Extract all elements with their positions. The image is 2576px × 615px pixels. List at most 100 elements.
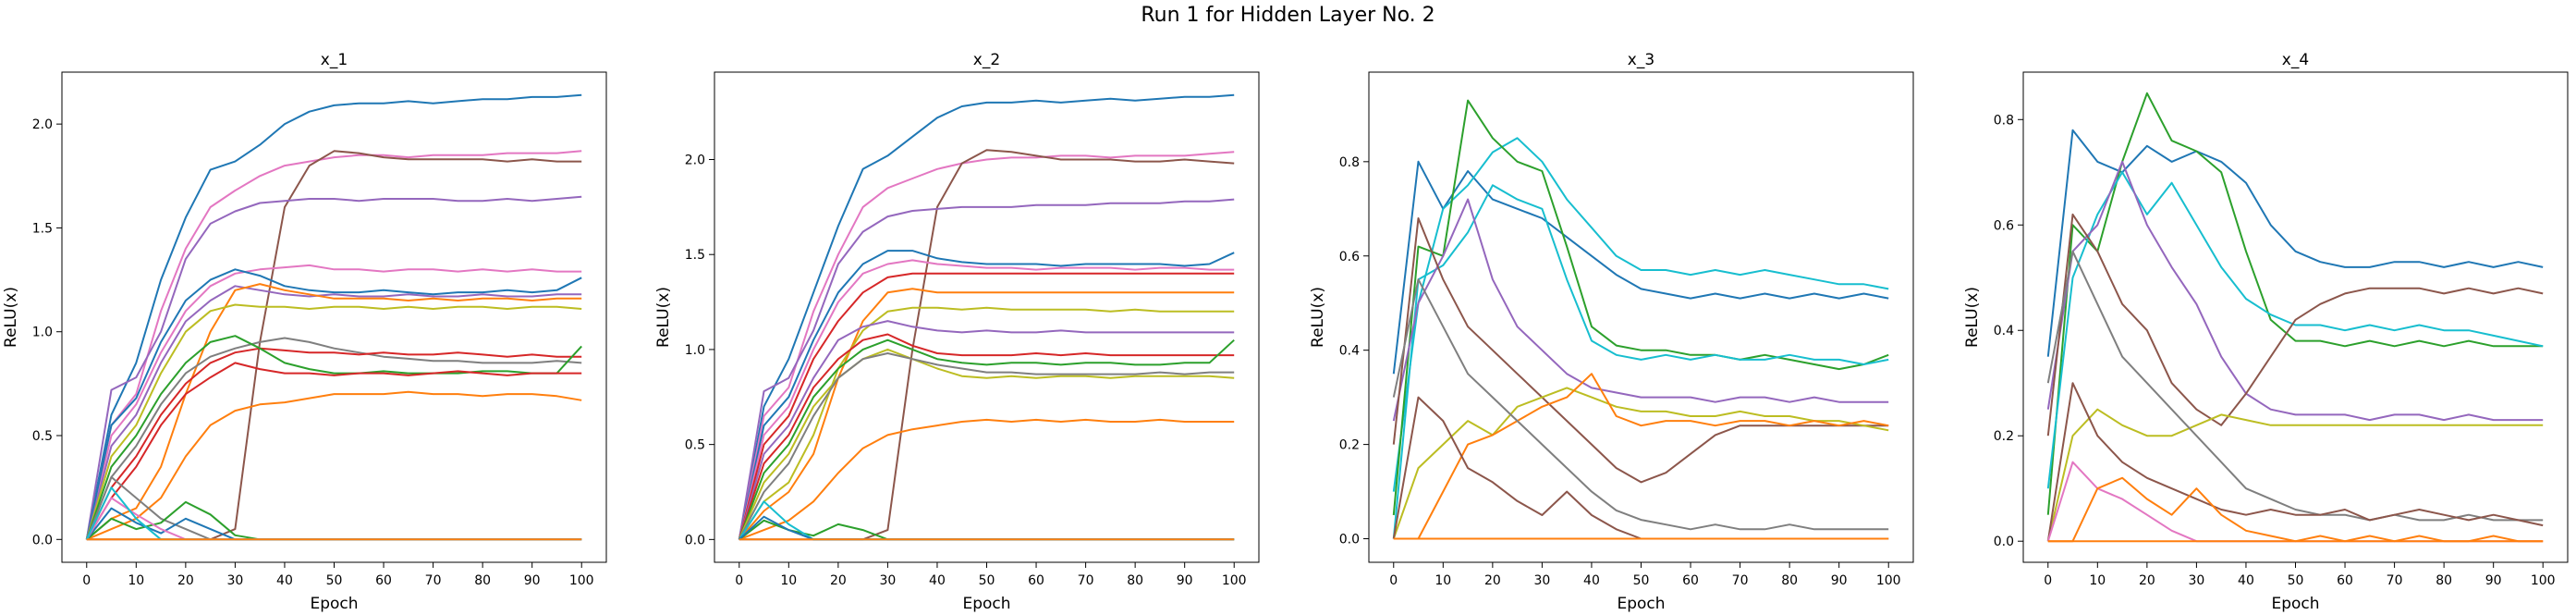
- x-tick-label: 40: [1583, 573, 1600, 588]
- x-tick-label: 40: [276, 573, 293, 588]
- series-line-7: [2046, 250, 2544, 522]
- x-tick-label: 20: [2139, 573, 2155, 588]
- series-line-8: [739, 288, 1235, 540]
- x-tick-label: 90: [524, 573, 541, 588]
- x-axis-label: Epoch: [1617, 595, 1665, 613]
- y-tick-label: 0.5: [685, 438, 705, 453]
- y-axis-label: ReLU(x): [654, 287, 673, 348]
- y-tick-label: 0.8: [1339, 155, 1360, 170]
- series-line-5: [738, 250, 1235, 540]
- y-tick-label: 0.5: [32, 429, 53, 444]
- y-tick-label: 0.0: [1339, 533, 1360, 547]
- y-tick-label: 2.0: [685, 153, 705, 167]
- y-tick-label: 1.5: [685, 248, 705, 263]
- x-tick-label: 10: [1435, 573, 1451, 588]
- x-tick-label: 80: [2436, 573, 2452, 588]
- y-tick-label: 0.2: [1339, 438, 1360, 453]
- series-line-5: [2046, 213, 2544, 437]
- series-line-9: [738, 306, 1235, 540]
- series-line-8: [2046, 382, 2544, 542]
- series-line-14: [738, 352, 1235, 540]
- series-line-3: [2046, 171, 2544, 489]
- x-tick-label: 100: [2531, 573, 2556, 588]
- x-tick-label: 0: [82, 573, 91, 588]
- series-line-3: [1392, 99, 1889, 516]
- series-group: [738, 93, 1235, 541]
- x-tick-label: 80: [1781, 573, 1798, 588]
- x-tick-label: 10: [2089, 573, 2106, 588]
- series-line-4: [2046, 160, 2544, 422]
- series-line-17: [86, 507, 582, 541]
- y-tick-label: 0.6: [1994, 218, 2014, 233]
- x-tick-label: 30: [226, 573, 243, 588]
- x-tick-label: 90: [1177, 573, 1193, 588]
- x-tick-label: 20: [830, 573, 847, 588]
- series-line-15: [85, 475, 582, 541]
- x-tick-label: 0: [1389, 573, 1398, 588]
- y-tick-label: 0.0: [1994, 535, 2014, 549]
- series-line-13: [738, 348, 1235, 540]
- x-tick-label: 60: [375, 573, 392, 588]
- series-line-8: [86, 283, 582, 541]
- series-line-1: [738, 93, 1235, 540]
- series-line-2: [738, 151, 1235, 540]
- series-line-9: [2046, 461, 2544, 543]
- series-line-6: [85, 268, 582, 540]
- series-line-2: [1392, 137, 1889, 492]
- x-tick-label: 70: [425, 573, 442, 588]
- series-group: [1392, 99, 1889, 540]
- y-axis-label: ReLU(x): [1963, 287, 1982, 348]
- y-tick-label: 0.4: [1339, 344, 1360, 359]
- x-axis-label: Epoch: [962, 595, 1010, 613]
- y-axis-label: ReLU(x): [1309, 287, 1327, 348]
- series-line-10: [1392, 396, 1889, 540]
- subplot-2: 0 10 20 30 40 50 60 70 80 90 100 0.0 0.5 1.0 1.5 2.0 x_2…: [654, 51, 1260, 613]
- y-tick-label: 2.0: [32, 117, 53, 132]
- x-tick-label: 50: [1633, 573, 1650, 588]
- y-tick-label: 1.5: [32, 221, 53, 236]
- x-tick-label: 100: [1876, 573, 1901, 588]
- series-line-12: [85, 335, 582, 540]
- y-tick-label: 0.0: [685, 533, 705, 547]
- x-tick-label: 10: [128, 573, 144, 588]
- series-line-11: [738, 333, 1235, 540]
- axes-frame: [714, 71, 1260, 563]
- x-axis-label: Epoch: [2271, 595, 2319, 613]
- series-line-4: [738, 198, 1235, 540]
- subplot-title: x_4: [2282, 51, 2309, 69]
- subplot-3: 0 10 20 30 40 50 60 70 80 90 100 0.0 0.2 0.4 0.6 0.8 x_3…: [1309, 51, 1914, 613]
- x-tick-label: 80: [474, 573, 491, 588]
- x-tick-label: 60: [2337, 573, 2353, 588]
- subplot-title: x_3: [1628, 51, 1654, 69]
- series-line-3: [86, 150, 582, 541]
- y-axis-label: ReLU(x): [2, 287, 20, 348]
- x-tick-label: 90: [1831, 573, 1848, 588]
- y-tick-label: 0.8: [1994, 113, 2014, 128]
- subplot-title: x_2: [973, 51, 1000, 69]
- x-tick-label: 20: [177, 573, 194, 588]
- series-group: [2046, 92, 2544, 543]
- axes-frame: [61, 71, 607, 563]
- y-tick-label: 0.4: [1994, 324, 2014, 338]
- series-line-8: [1393, 373, 1889, 540]
- x-tick-label: 10: [780, 573, 797, 588]
- subplot-title: x_1: [321, 51, 348, 69]
- x-tick-label: 0: [735, 573, 743, 588]
- series-line-11: [85, 347, 582, 540]
- series-line-13: [85, 362, 582, 540]
- series-line-15: [739, 418, 1235, 541]
- series-line-17: [738, 500, 1235, 541]
- series-line-7: [1392, 387, 1889, 539]
- axes-frame: [2022, 71, 2569, 563]
- series-line-5: [1392, 198, 1889, 422]
- series-line-9: [85, 303, 582, 540]
- x-tick-label: 70: [1078, 573, 1094, 588]
- x-tick-label: 50: [2288, 573, 2304, 588]
- y-tick-label: 1.0: [32, 326, 53, 340]
- axes-frame: [1368, 71, 1914, 563]
- x-tick-label: 20: [1484, 573, 1501, 588]
- x-tick-label: 30: [879, 573, 896, 588]
- x-tick-label: 60: [1028, 573, 1044, 588]
- series-line-6: [738, 259, 1235, 540]
